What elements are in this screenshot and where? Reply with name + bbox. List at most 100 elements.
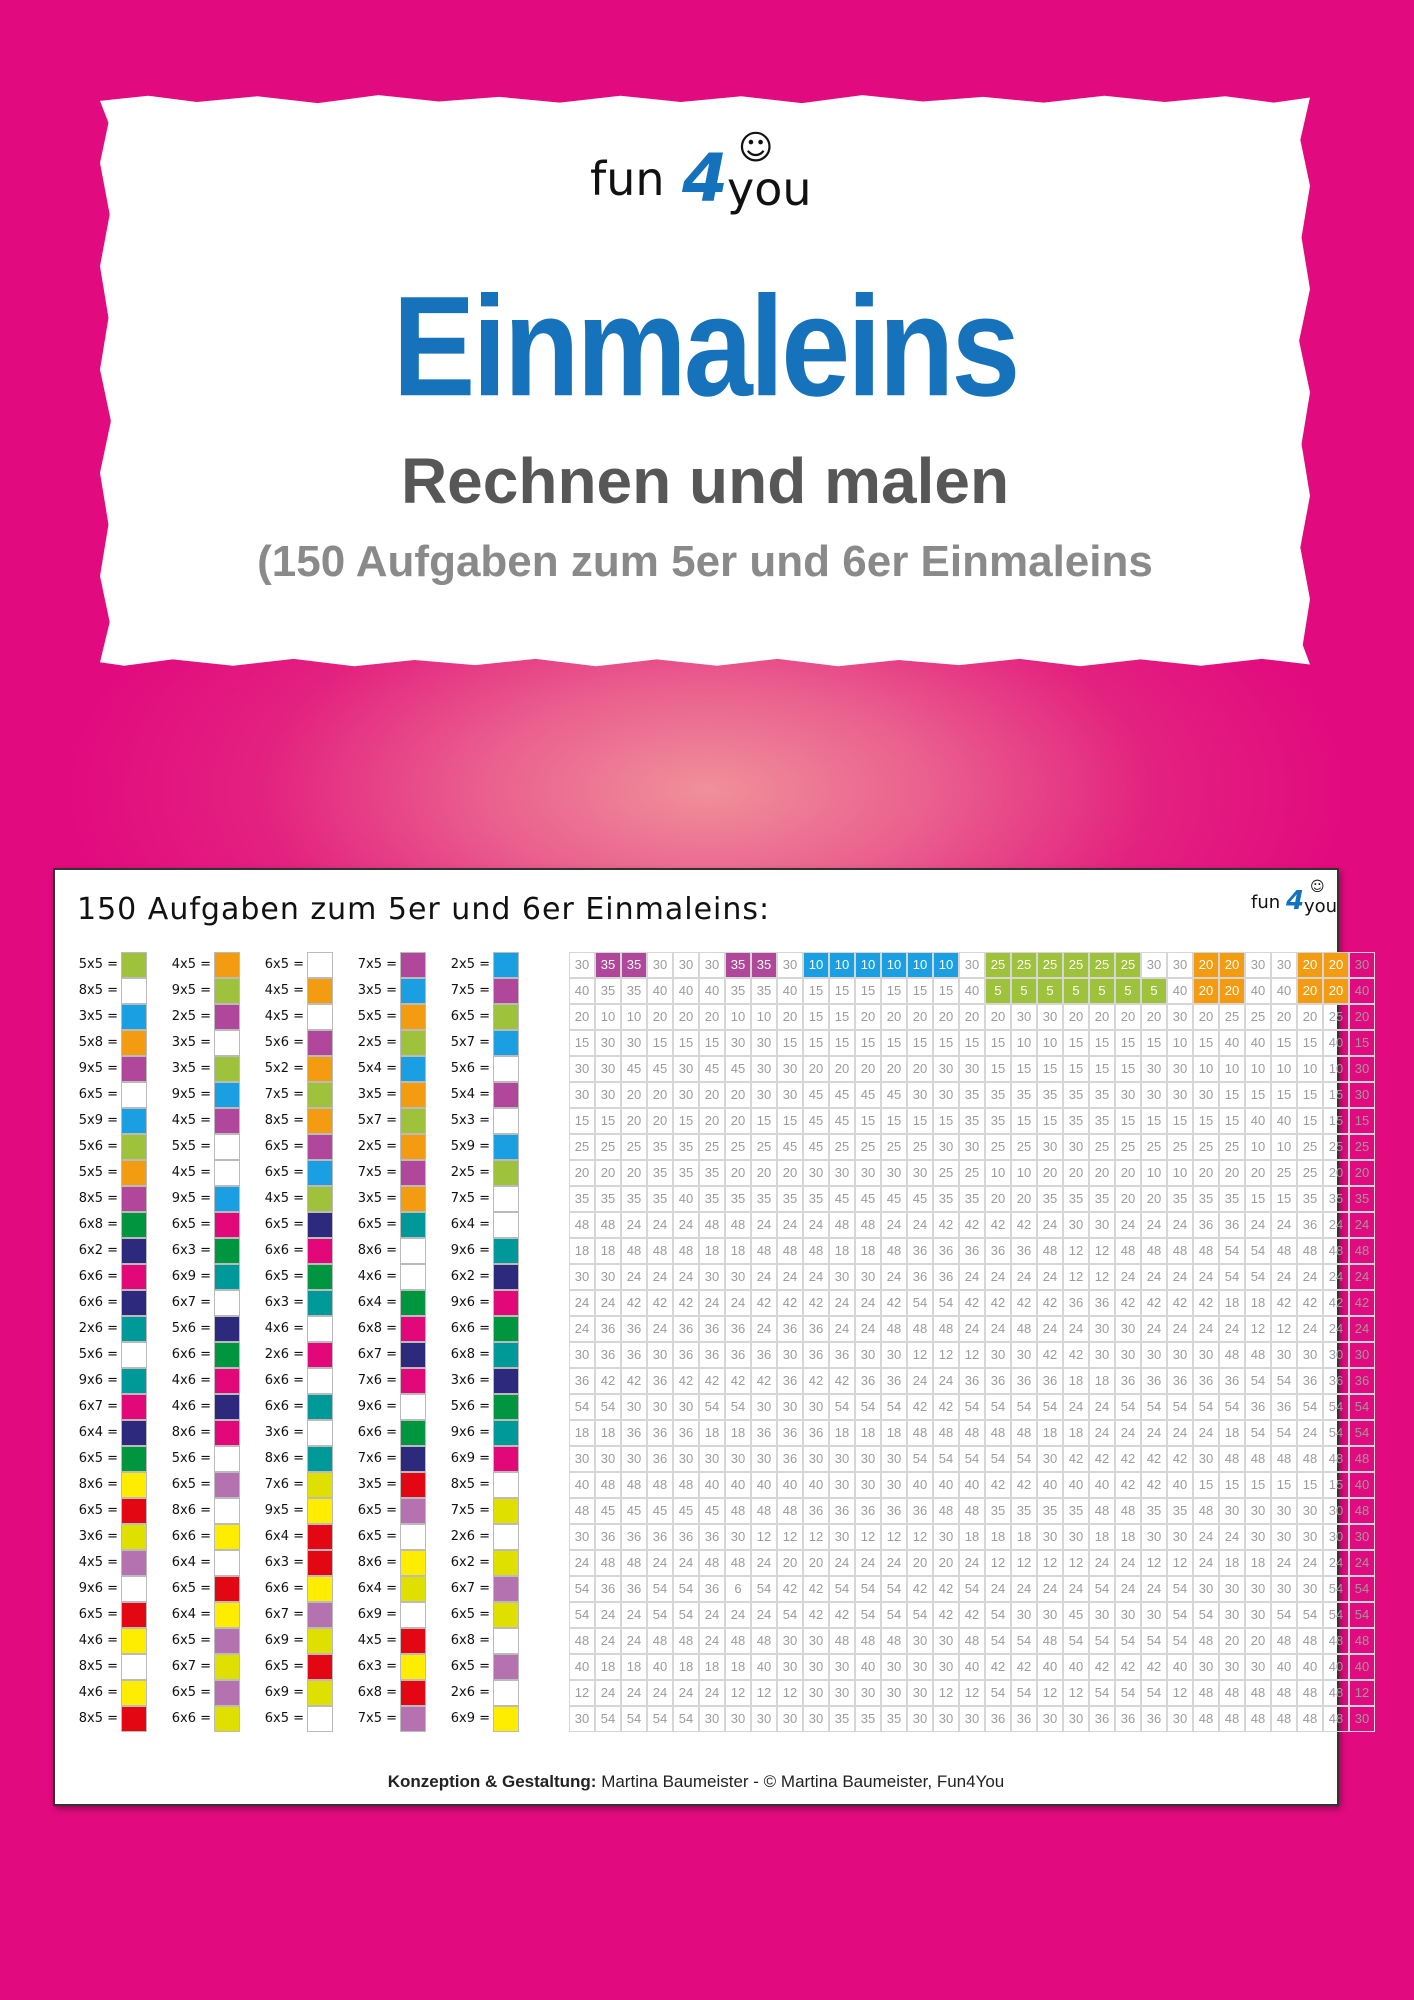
grid-cell: 30 [829, 1446, 855, 1472]
grid-cell: 48 [751, 1238, 777, 1264]
grid-cell: 12 [1245, 1316, 1271, 1342]
grid-cell: 36 [881, 1368, 907, 1394]
grid-cell: 30 [1271, 1498, 1297, 1524]
grid-cell: 40 [855, 1654, 881, 1680]
task-label: 7x5 = [357, 957, 397, 972]
color-box [214, 1576, 240, 1602]
grid-cell: 24 [595, 1628, 621, 1654]
task-item: 4x5 = [150, 1108, 240, 1134]
task-item: 6x9 = [150, 1264, 240, 1290]
grid-cell: 42 [1115, 1290, 1141, 1316]
grid-cell: 42 [1037, 1342, 1063, 1368]
task-label: 6x6 = [357, 1425, 397, 1440]
grid-cell: 36 [1115, 1706, 1141, 1732]
grid-cell: 40 [569, 1472, 595, 1498]
grid-cell: 36 [1011, 1706, 1037, 1732]
grid-cell: 15 [1297, 1472, 1323, 1498]
grid-cell: 48 [1297, 1680, 1323, 1706]
logo-fun: fun [590, 152, 665, 206]
grid-cell: 40 [647, 1654, 673, 1680]
grid-cell: 36 [1271, 1394, 1297, 1420]
grid-cell: 24 [673, 1264, 699, 1290]
grid-cell: 30 [569, 1524, 595, 1550]
grid-cell: 24 [777, 1212, 803, 1238]
grid-cell: 30 [1297, 1498, 1323, 1524]
grid-cell: 15 [1245, 1082, 1271, 1108]
task-label: 6x5 = [171, 1685, 211, 1700]
grid-cell: 45 [803, 1108, 829, 1134]
grid-cell: 30 [569, 1082, 595, 1108]
grid-cell: 20 [699, 1082, 725, 1108]
grid-cell: 24 [1167, 1316, 1193, 1342]
color-box [121, 1238, 147, 1264]
task-item: 6x4 = [243, 1524, 333, 1550]
grid-cell: 15 [699, 1030, 725, 1056]
grid-cell: 54 [1011, 1394, 1037, 1420]
task-label: 5x7 = [450, 1035, 490, 1050]
grid-cell: 30 [725, 1030, 751, 1056]
grid-cell: 40 [1245, 978, 1271, 1004]
grid-cell: 25 [881, 1134, 907, 1160]
task-item: 6x9 = [243, 1628, 333, 1654]
task-label: 6x3 = [171, 1243, 211, 1258]
grid-cell: 24 [907, 1368, 933, 1394]
grid-cell: 18 [699, 1420, 725, 1446]
grid-cell: 40 [751, 1472, 777, 1498]
task-item: 7x5 = [243, 1082, 333, 1108]
grid-cell: 12 [1167, 1680, 1193, 1706]
grid-cell: 54 [595, 1394, 621, 1420]
task-label: 2x5 = [171, 1009, 211, 1024]
grid-cell: 36 [777, 1420, 803, 1446]
task-label: 6x7 = [171, 1295, 211, 1310]
grid-cell: 48 [673, 1238, 699, 1264]
task-label: 6x8 = [357, 1321, 397, 1336]
grid-cell: 20 [1245, 1160, 1271, 1186]
grid-cell: 24 [985, 1576, 1011, 1602]
task-label: 7x6 = [357, 1451, 397, 1466]
task-label: 6x2 = [450, 1555, 490, 1570]
grid-cell: 30 [1245, 1498, 1271, 1524]
grid-cell: 45 [829, 1082, 855, 1108]
grid-cell: 18 [725, 1420, 751, 1446]
task-item: 8x5 = [243, 1108, 333, 1134]
grid-cell: 30 [777, 952, 803, 978]
task-item: 4x6 = [336, 1264, 426, 1290]
grid-cell: 36 [673, 1342, 699, 1368]
grid-cell: 30 [1219, 1602, 1245, 1628]
grid-cell: 54 [985, 1628, 1011, 1654]
grid-cell: 24 [1219, 1316, 1245, 1342]
task-item: 6x4 = [150, 1550, 240, 1576]
grid-cell: 54 [1193, 1602, 1219, 1628]
grid-cell: 12 [751, 1680, 777, 1706]
task-label: 5x6 = [264, 1035, 304, 1050]
task-item: 7x5 = [336, 952, 426, 978]
task-item: 5x6 = [150, 1446, 240, 1472]
task-item: 6x5 = [336, 1498, 426, 1524]
grid-cell: 36 [959, 1238, 985, 1264]
grid-cell: 36 [673, 1316, 699, 1342]
task-item: 6x4 = [150, 1602, 240, 1628]
grid-cell: 5 [1089, 978, 1115, 1004]
grid-cell: 48 [959, 1498, 985, 1524]
grid-cell: 15 [595, 1108, 621, 1134]
grid-cell: 35 [1037, 1498, 1063, 1524]
logo-fun: fun [1251, 892, 1281, 913]
grid-cell: 18 [725, 1238, 751, 1264]
grid-cell: 48 [569, 1628, 595, 1654]
grid-cell: 48 [1297, 1238, 1323, 1264]
color-box [493, 1524, 519, 1550]
grid-cell: 48 [699, 1212, 725, 1238]
grid-cell: 20 [1193, 978, 1219, 1004]
grid-cell: 30 [1245, 1576, 1271, 1602]
grid-cell: 36 [1037, 1368, 1063, 1394]
grid-cell: 40 [673, 978, 699, 1004]
grid-cell: 25 [1193, 1134, 1219, 1160]
grid-cell: 20 [725, 1108, 751, 1134]
task-item: 6x6 = [429, 1316, 519, 1342]
grid-cell: 20 [1323, 1160, 1349, 1186]
task-item: 6x5 = [243, 1212, 333, 1238]
grid-cell: 20 [881, 1004, 907, 1030]
grid-cell: 15 [1011, 1056, 1037, 1082]
color-box [493, 1082, 519, 1108]
grid-cell: 40 [907, 1472, 933, 1498]
